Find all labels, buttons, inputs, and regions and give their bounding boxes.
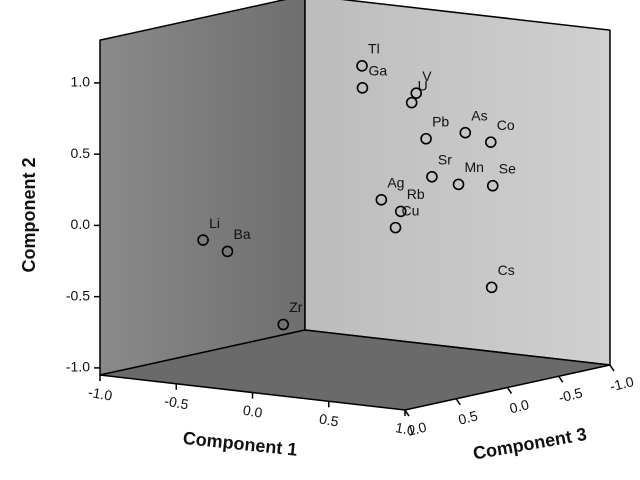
point-label: Ga <box>368 63 387 79</box>
point <box>375 193 388 206</box>
point <box>459 126 472 139</box>
y-tick-label: -0.5 <box>66 287 90 303</box>
right-wall <box>304 0 611 366</box>
point <box>426 170 438 183</box>
y-tick-label: 0.0 <box>71 216 91 232</box>
point <box>410 87 423 99</box>
x-tick-label: 0.5 <box>318 410 340 429</box>
point-label: Pb <box>432 113 449 129</box>
y-tick-label: 1.0 <box>71 74 91 90</box>
point <box>452 178 465 191</box>
x-tick-label: 1.0 <box>394 419 416 438</box>
z-tick <box>609 364 615 372</box>
z-tick-label: -1.0 <box>608 373 635 394</box>
point-label: Zr <box>289 299 303 315</box>
point-label: Sr <box>438 151 452 167</box>
point-label: Mn <box>465 159 484 175</box>
left-wall <box>99 0 306 376</box>
x-tick-label: -0.5 <box>163 393 190 413</box>
point <box>197 234 209 246</box>
point-label: U <box>418 77 428 93</box>
point-label: Co <box>497 117 515 133</box>
z-tick-label: 1.0 <box>405 419 428 439</box>
point <box>420 132 432 145</box>
point <box>389 221 402 234</box>
z-tick-label: 0.5 <box>457 407 480 427</box>
point-label: Se <box>499 160 516 176</box>
point-label: Rb <box>407 186 425 202</box>
z-tick-label: -0.5 <box>557 384 584 405</box>
point <box>485 281 498 294</box>
z-tick <box>404 409 410 417</box>
point <box>405 96 418 109</box>
x-tick-label: -1.0 <box>87 384 114 404</box>
point <box>486 179 499 192</box>
point-label: Ag <box>387 174 404 190</box>
y-tick-label: 0.5 <box>71 145 91 161</box>
point <box>356 82 369 94</box>
z-tick <box>455 398 461 406</box>
point-label: Li <box>209 215 220 231</box>
z-tick-label: 0.0 <box>508 396 531 416</box>
y-axis-title: Component 2 <box>19 158 39 273</box>
point-label: As <box>471 107 487 123</box>
point <box>277 318 290 331</box>
point <box>356 60 368 72</box>
point-label: V <box>422 68 432 84</box>
x-axis-title: Component 1 <box>182 428 298 460</box>
point-label: Cs <box>498 262 515 278</box>
z-tick <box>558 375 564 383</box>
y-tick-label: -1.0 <box>66 359 90 375</box>
z-axis-title: Component 3 <box>471 424 588 464</box>
point <box>221 245 234 258</box>
plot-box <box>99 0 611 411</box>
point-label: Cu <box>402 202 420 218</box>
point-label: Ba <box>234 226 251 242</box>
point <box>394 205 407 218</box>
x-tick-label: 0.0 <box>242 402 264 421</box>
z-tick <box>506 387 513 394</box>
point-label: Tl <box>368 41 380 57</box>
point <box>484 136 497 148</box>
